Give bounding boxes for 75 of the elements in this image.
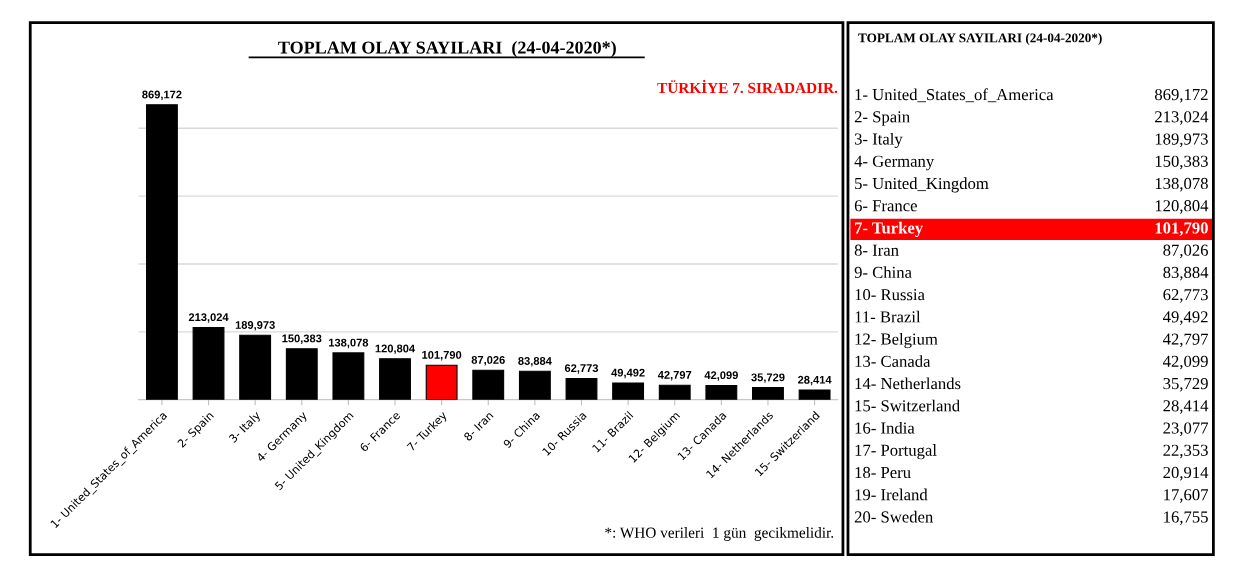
category-label: 5- United_Kingdom	[855, 177, 989, 193]
text: 62,773	[1163, 289, 1208, 303]
category-label: 7- Turkey	[855, 221, 923, 237]
category-label: 12- Belgium	[855, 332, 938, 349]
text: 120,804	[1155, 200, 1209, 214]
bar	[705, 384, 738, 400]
category-label: 1- United_States_of_America	[855, 88, 1054, 103]
text: 23,077	[1163, 422, 1209, 437]
category-label: 3- Italy	[854, 132, 903, 149]
bar	[472, 369, 505, 400]
data-label: 101,790	[422, 350, 462, 361]
category-label: 4- Germany	[854, 155, 935, 171]
text: 83,884	[1163, 266, 1209, 281]
data-label: 869,172	[142, 90, 182, 101]
text: 35,729	[1163, 377, 1208, 392]
category-label: 9- China	[854, 266, 912, 279]
category-label: 16- India	[855, 421, 915, 434]
text: 17,607	[1164, 489, 1209, 503]
bar	[612, 382, 645, 400]
bar	[379, 358, 411, 400]
x-tick-label: 8- Iran	[463, 410, 494, 442]
data-label: 42,099	[704, 371, 738, 381]
bar	[239, 334, 272, 400]
category-label: 2- Spain	[854, 111, 910, 126]
data-label: 35,729	[751, 373, 785, 383]
data-label: 189,973	[235, 321, 275, 331]
text: TÜRKİYE 7. SIRADADIR.	[657, 79, 838, 94]
text: 189,973	[1155, 133, 1208, 148]
bar	[798, 389, 831, 400]
bar	[145, 104, 178, 400]
text: 138,078	[1155, 177, 1208, 192]
category-label: 17- Portugal	[855, 444, 937, 460]
category-label: 19- Ireland	[855, 488, 928, 501]
text: 16,755	[1164, 511, 1208, 525]
category-label: 13- Canada	[855, 355, 931, 367]
data-label: 213,024	[188, 313, 229, 323]
category-label: 14- Netherlands	[855, 377, 961, 390]
text: 49,492	[1163, 311, 1208, 325]
text: 101,790	[1155, 222, 1208, 236]
data-label: 83,884	[518, 357, 552, 367]
bar	[518, 370, 551, 400]
text: 87,026	[1163, 244, 1209, 259]
text: 150,383	[1155, 155, 1208, 170]
data-label: 87,026	[471, 355, 505, 366]
category-label: 18- Peru	[855, 466, 911, 479]
text: 22,353	[1163, 444, 1208, 459]
data-label: 120,804	[375, 344, 416, 354]
bar	[565, 377, 598, 400]
data-label: 28,414	[797, 375, 832, 386]
bar	[752, 387, 784, 400]
category-label: 15- Switzerland	[855, 399, 960, 412]
text: 213,024	[1155, 111, 1209, 125]
bar	[192, 326, 225, 400]
category-label: 6- France	[854, 200, 917, 212]
text: *: WHO verileri 1 gün gecikmelidir.	[605, 527, 834, 541]
bar	[658, 384, 691, 400]
data-label: 49,492	[611, 368, 645, 379]
category-label: 10- Russia	[855, 289, 925, 301]
chart-title: TOPLAM OLAY SAYILARI (24-04-2020*)	[278, 40, 616, 58]
text: 42,099	[1163, 355, 1208, 370]
text: 28,414	[1163, 400, 1209, 414]
bar	[425, 364, 458, 400]
category-label: 8- Iran	[854, 244, 899, 256]
bar	[285, 348, 318, 400]
text: 20,914	[1163, 466, 1209, 481]
data-label: 138,078	[329, 338, 369, 349]
category-label: 20- Sweden	[854, 510, 934, 523]
text: 42,797	[1163, 333, 1209, 348]
data-label: 42,797	[657, 370, 692, 381]
data-label: 150,383	[282, 334, 322, 344]
text: TOPLAM OLAY SAYILARI (24-04-2020*)	[858, 33, 1102, 46]
bar	[332, 352, 365, 400]
data-label: 62,773	[564, 364, 599, 374]
category-label: 11- Brazil	[855, 310, 921, 323]
text: 869,172	[1154, 88, 1208, 103]
